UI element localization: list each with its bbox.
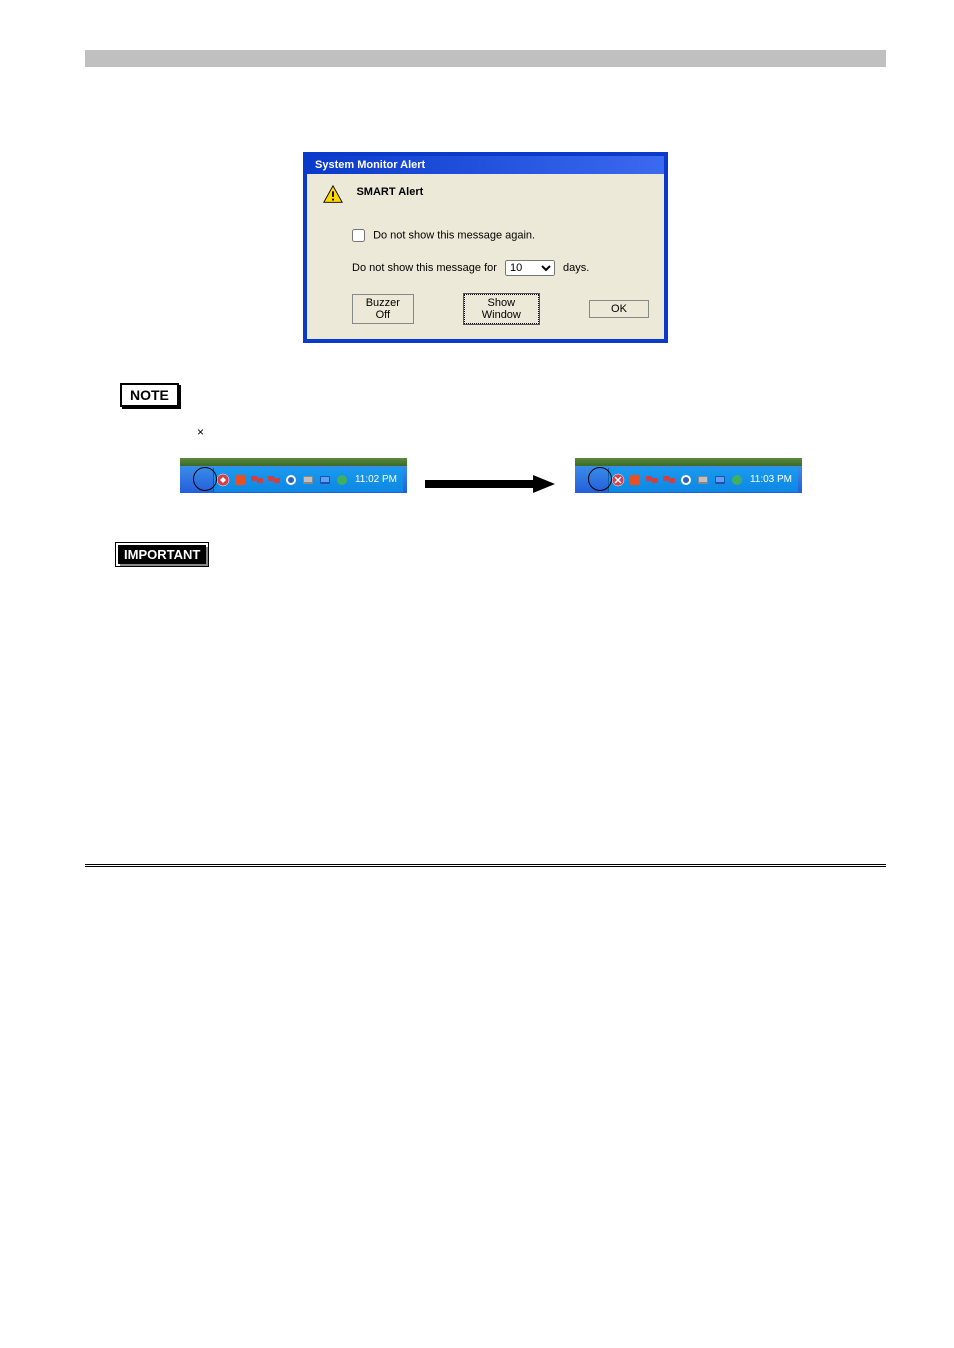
important-label: IMPORTANT — [118, 545, 206, 564]
page-break-line — [85, 864, 886, 867]
taskbar-left: 11:02 PM — [180, 465, 407, 493]
arrow — [425, 475, 555, 493]
dialog-body: SMART Alert Do not show this message aga… — [307, 174, 664, 339]
note-label: NOTE — [120, 383, 179, 407]
tray-section: × — [85, 455, 886, 515]
dialog-titlebar: System Monitor Alert — [307, 156, 664, 174]
tray-icons-left — [216, 473, 349, 487]
dialog-window: System Monitor Alert SMART Alert Do not … — [303, 152, 668, 343]
tray-icon-5 — [284, 473, 298, 487]
tray-icon-r6 — [696, 473, 710, 487]
tray-bg-left: 11:02 PM — [213, 468, 403, 492]
dropdown-row: Do not show this message for 10 days. — [352, 260, 649, 276]
cross-mark: × — [197, 425, 204, 439]
tray-screenshot-right: 11:03 PM — [575, 465, 802, 503]
dropdown-prefix: Do not show this message for — [352, 262, 497, 274]
circle-highlight-left — [193, 467, 217, 491]
warning-icon — [322, 184, 344, 211]
tray-icon-7 — [318, 473, 332, 487]
days-dropdown[interactable]: 10 — [505, 260, 555, 276]
tray-icon-2 — [233, 473, 247, 487]
tray-icon-r7 — [713, 473, 727, 487]
tray-icon-4 — [267, 473, 281, 487]
tray-icon-monitor-right — [611, 473, 625, 487]
tray-time-right: 11:03 PM — [750, 474, 792, 485]
tray-screenshot-left: 11:02 PM — [180, 465, 407, 503]
checkbox-label: Do not show this message again. — [373, 229, 535, 241]
tray-icon-6 — [301, 473, 315, 487]
tray-icon-8 — [335, 473, 349, 487]
tray-icon-monitor-left — [216, 473, 230, 487]
tray-icon-r4 — [662, 473, 676, 487]
alert-title: SMART Alert — [356, 184, 423, 198]
dialog-buttons: Buzzer Off Show Window OK — [352, 294, 649, 324]
tray-bg-right: 11:03 PM — [608, 468, 798, 492]
tray-icon-r3 — [645, 473, 659, 487]
tray-icon-r8 — [730, 473, 744, 487]
ok-button[interactable]: OK — [589, 300, 649, 318]
content-area: System Monitor Alert SMART Alert Do not … — [85, 152, 886, 564]
buzzer-off-button[interactable]: Buzzer Off — [352, 294, 414, 324]
taskbar-right: 11:03 PM — [575, 465, 802, 493]
tray-icon-r2 — [628, 473, 642, 487]
tray-icon-3 — [250, 473, 264, 487]
tray-time-left: 11:02 PM — [355, 474, 397, 485]
tray-icons-right — [611, 473, 744, 487]
dont-show-checkbox[interactable] — [352, 229, 365, 242]
circle-highlight-right — [588, 467, 612, 491]
tray-icon-r5 — [679, 473, 693, 487]
dropdown-suffix: days. — [563, 262, 589, 274]
show-window-button[interactable]: Show Window — [464, 294, 539, 324]
header-gray-bar — [85, 50, 886, 67]
taskbar-green-strip-right — [575, 458, 802, 466]
taskbar-green-strip — [180, 458, 407, 466]
checkbox-row: Do not show this message again. — [352, 229, 649, 242]
dialog-container: System Monitor Alert SMART Alert Do not … — [303, 152, 668, 343]
